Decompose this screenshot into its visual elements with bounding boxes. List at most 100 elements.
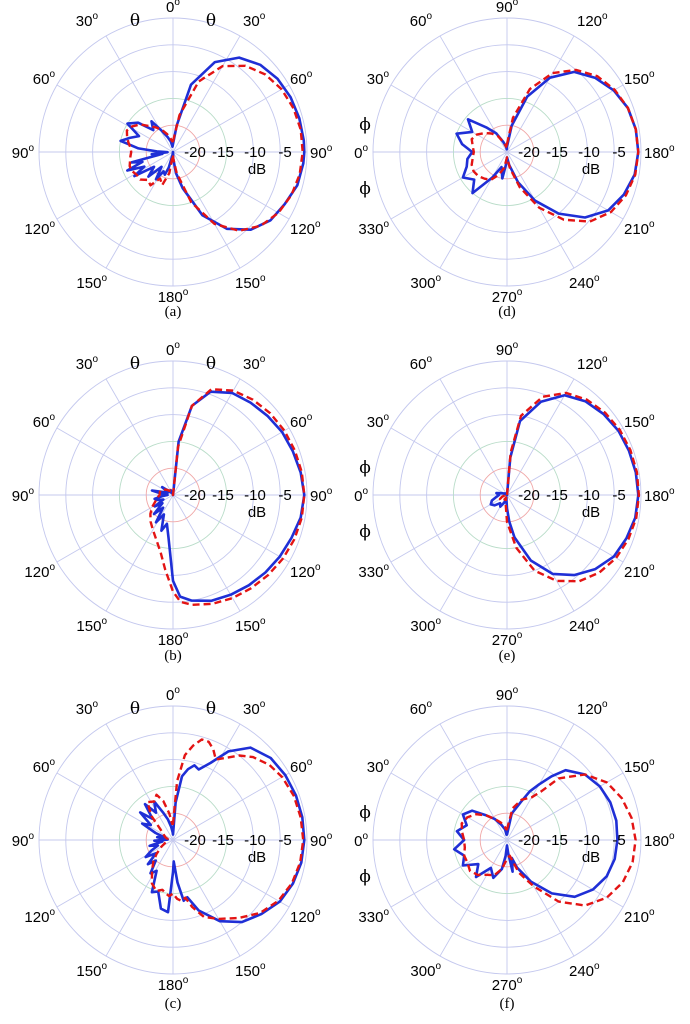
tick-120: 120o — [577, 354, 608, 373]
grid-ring — [372, 360, 642, 630]
tick-330: 330o — [358, 219, 389, 238]
radial-label: -20 — [518, 144, 540, 161]
tick-0: 0o — [166, 0, 180, 16]
grid-ring — [452, 785, 562, 895]
grid-spoke — [439, 35, 575, 269]
dashed-series-f — [460, 773, 637, 907]
tick-left-150: 150o — [76, 961, 107, 980]
unit-label: dB — [582, 161, 600, 178]
tick-left-90: 90o — [12, 143, 35, 162]
grid-ring — [38, 17, 308, 287]
phi-symbol: ϕ — [359, 458, 371, 478]
tick-left-60: 60o — [33, 69, 56, 88]
radial-label: -20 — [184, 487, 206, 504]
tick-90: 90o — [496, 340, 519, 359]
tick-90: 90o — [496, 0, 519, 16]
tick-300: 300o — [410, 961, 441, 980]
phi-symbol: ϕ — [359, 803, 371, 823]
grid-ring — [372, 705, 642, 975]
grid-ring — [118, 785, 228, 895]
polar-panel-d: -20 -15 -10 -5 dB 90o 120o 150o 180o 210o 240o 270o… — [354, 0, 675, 320]
tick-left-120: 120o — [24, 907, 55, 926]
theta-symbol: θ — [130, 699, 140, 719]
tick-30: 30o — [367, 757, 390, 776]
grid-ring — [372, 17, 642, 287]
grid-ring — [479, 124, 535, 180]
solid-series-e — [489, 393, 640, 577]
tick-right-30: 30o — [243, 354, 266, 373]
tick-330: 330o — [358, 562, 389, 581]
tick-right-60: 60o — [290, 757, 313, 776]
tick-270: 270o — [492, 287, 523, 306]
radial-label: -15 — [546, 832, 568, 849]
tick-left-60: 60o — [33, 412, 56, 431]
tick-0: 0o — [354, 143, 368, 162]
tick-right-30: 30o — [243, 699, 266, 718]
phi-symbol: ϕ — [359, 115, 371, 135]
tick-180: 180o — [158, 975, 189, 994]
tick-right-120: 120o — [290, 907, 321, 926]
radial-label: -20 — [184, 832, 206, 849]
tick-300: 300o — [410, 616, 441, 635]
radial-label: -10 — [244, 144, 266, 161]
tick-left-120: 120o — [24, 562, 55, 581]
tick-0: 0o — [354, 486, 368, 505]
tick-330: 330o — [358, 907, 389, 926]
tick-left-30: 30o — [76, 699, 99, 718]
tick-right-90: 90o — [310, 831, 333, 850]
grid-spoke — [439, 723, 575, 957]
radial-label: -5 — [612, 832, 625, 849]
tick-240: 240o — [569, 961, 600, 980]
grid-ring — [399, 732, 615, 948]
radial-label: -10 — [578, 144, 600, 161]
dashed-series-e — [498, 391, 641, 583]
panel-caption: (d) — [498, 304, 516, 320]
tick-60: 60o — [410, 699, 433, 718]
tick-240: 240o — [569, 273, 600, 292]
tick-right-150: 150o — [235, 273, 266, 292]
radial-label: -10 — [244, 487, 266, 504]
tick-180: 180o — [644, 831, 675, 850]
tick-120: 120o — [577, 699, 608, 718]
tick-180: 180o — [158, 630, 189, 649]
radial-label: -5 — [278, 144, 291, 161]
tick-right-150: 150o — [235, 616, 266, 635]
grid-ring — [38, 360, 308, 630]
grid-ring — [479, 812, 535, 868]
tick-0: 0o — [166, 685, 180, 704]
tick-0: 0o — [354, 831, 368, 850]
grid-ring — [426, 414, 588, 576]
tick-right-120: 120o — [290, 219, 321, 238]
panel-caption: (b) — [164, 648, 182, 664]
radial-label: -20 — [184, 144, 206, 161]
tick-left-120: 120o — [24, 219, 55, 238]
grid-ring — [452, 440, 562, 550]
dashed-series-c — [146, 738, 305, 921]
solid-series-d — [455, 70, 640, 219]
tick-240: 240o — [569, 616, 600, 635]
tick-left-90: 90o — [12, 831, 35, 850]
tick-300: 300o — [410, 273, 441, 292]
radial-label: -10 — [578, 832, 600, 849]
tick-left-30: 30o — [76, 11, 99, 30]
tick-right-60: 60o — [290, 412, 313, 431]
tick-270: 270o — [492, 630, 523, 649]
theta-symbol: θ — [130, 11, 140, 31]
unit-label: dB — [582, 504, 600, 521]
tick-30: 30o — [367, 412, 390, 431]
panel-caption: (a) — [165, 304, 182, 320]
tick-left-60: 60o — [33, 757, 56, 776]
tick-90: 90o — [496, 685, 519, 704]
radial-label: -15 — [212, 832, 234, 849]
polar-panel-c: -20 -15 -10 -5 dB 0o 30o 30o 60o 60o 90o 90o 120o 120… — [12, 685, 333, 1012]
tick-270: 270o — [492, 975, 523, 994]
grid-ring — [118, 97, 228, 207]
radial-label: -15 — [212, 487, 234, 504]
radial-label: -20 — [518, 487, 540, 504]
grid-ring — [118, 440, 228, 550]
grid-ring — [65, 732, 281, 948]
tick-right-90: 90o — [310, 486, 333, 505]
radial-label: -5 — [612, 144, 625, 161]
tick-210: 210o — [624, 907, 655, 926]
